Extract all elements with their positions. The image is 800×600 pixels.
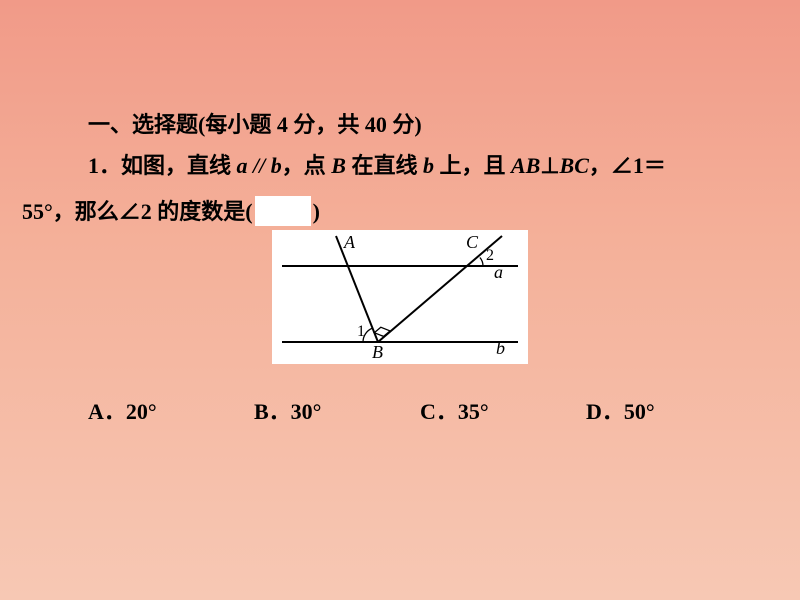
var-b: b xyxy=(423,153,434,178)
label-A: A xyxy=(343,232,356,252)
perp-symbol: ⊥ xyxy=(540,153,559,178)
label-b: b xyxy=(496,338,505,358)
answer-blank xyxy=(255,196,311,226)
question-line-2: 55°，那么∠2 的度数是() xyxy=(22,196,320,226)
section-header: 一、选择题(每小题 4 分，共 40 分) xyxy=(88,114,422,136)
var-a-par-b: a // b xyxy=(237,153,282,178)
text: 在直线 xyxy=(346,153,423,178)
angle-2-arc xyxy=(480,258,483,267)
text: 上，且 xyxy=(434,153,511,178)
question-number: 1． xyxy=(88,153,121,178)
geometry-diagram: A C a b B 1 2 xyxy=(272,230,528,364)
label-C: C xyxy=(466,232,479,252)
option-A: A．20° xyxy=(88,394,157,426)
exam-slide: 一、选择题(每小题 4 分，共 40 分) 1．如图，直线 a // b，点 B… xyxy=(0,0,800,600)
var-B: B xyxy=(331,153,346,178)
option-B: B．30° xyxy=(254,394,321,426)
segment-BC xyxy=(378,236,502,342)
label-B: B xyxy=(372,342,383,362)
right-angle-marker xyxy=(374,327,390,336)
text: 如图，直线 xyxy=(121,153,237,178)
label-angle-1: 1 xyxy=(357,323,365,340)
label-angle-2: 2 xyxy=(486,247,494,264)
label-a: a xyxy=(494,262,503,282)
text: 55°，那么∠2 的度数是( xyxy=(22,199,253,224)
text: ，点 xyxy=(282,153,332,178)
option-D: D．50° xyxy=(586,394,655,426)
option-C: C．35° xyxy=(420,394,489,426)
text: ) xyxy=(313,199,320,224)
question-line-1: 1．如图，直线 a // b，点 B 在直线 b 上，且 AB⊥BC，∠1＝ xyxy=(88,155,666,177)
var-BC: BC xyxy=(560,153,589,178)
text: ，∠1＝ xyxy=(589,153,666,178)
diagram-svg: A C a b B 1 2 xyxy=(272,230,528,364)
var-AB: AB xyxy=(511,153,540,178)
